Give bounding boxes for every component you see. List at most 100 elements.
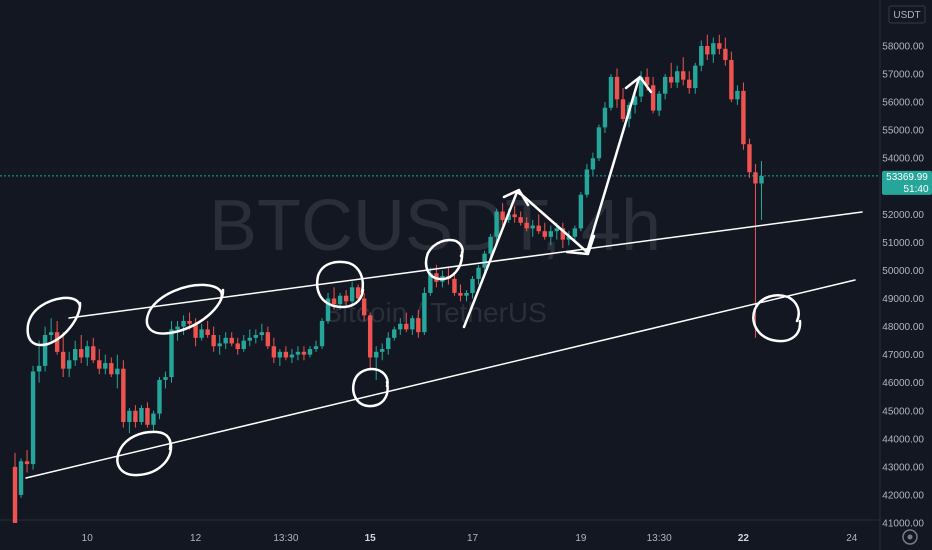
price-tick-label: 42000.00 [882,490,924,501]
candle-down [265,332,271,347]
circle-annotation [116,430,173,477]
candle-up [103,363,108,369]
candle-up [313,346,319,350]
candle-up [675,71,680,83]
candle-down [54,332,60,352]
candle-up [169,329,174,378]
candle-up [699,46,704,66]
price-tick-label: 56000.00 [882,98,924,109]
candle-down [404,323,409,330]
candle-up [241,340,246,350]
candle-down [367,315,373,358]
time-tick-label: 19 [575,533,587,544]
candle-down [560,228,566,240]
circle-annotation [26,296,82,347]
candle-up [530,225,535,229]
candle-up [163,377,168,380]
candle-down [717,43,722,49]
price-tick-label: 44000.00 [882,434,924,445]
candle-down [542,231,547,237]
candle-up [151,413,156,425]
lower-trendline [25,279,856,479]
circle-annotation [316,260,365,309]
gear-icon [902,529,918,545]
price-tick-label: 48000.00 [882,322,924,333]
candle-up [30,371,36,465]
candle-down [512,214,517,218]
candle-up [476,267,481,279]
upper-trendline [68,211,863,319]
candle-up [596,127,602,159]
candle-down [193,323,198,338]
time-tick-label: 13:30 [647,533,672,544]
candle-down [705,46,710,55]
candle-up [66,360,72,369]
candle-up [139,407,144,422]
candle-up [157,379,162,414]
time-tick-label: 17 [467,533,479,544]
price-axis-ticks: 58000.00 57000.00 56000.00 55000.00 54000.00… [882,42,924,530]
candle-up [584,169,590,195]
candle-up [735,90,740,100]
candle-down [723,48,728,61]
candles-group [12,34,764,523]
candle-up [428,273,433,293]
time-tick-label: 12 [190,533,202,544]
candle-down [109,363,114,375]
candle-down [91,346,96,361]
candle-up [386,337,391,350]
candle-down [681,71,686,80]
price-tick-label: 58000.00 [882,42,924,53]
time-tick-label: 15 [365,533,377,544]
price-tick-label: 55000.00 [882,126,924,137]
candle-up [398,323,403,330]
candle-up [217,343,222,347]
time-tick-label: 22 [738,533,750,544]
currency-badge[interactable]: USDT [888,5,926,24]
gear-icon-center [907,534,913,540]
candle-down [458,292,463,296]
candle-down [205,329,210,336]
candle-up [572,228,578,237]
candle-down [97,360,102,369]
candle-up [488,236,493,254]
settings-button[interactable] [902,529,918,545]
candle-up [554,228,559,232]
candle-down [416,318,421,333]
candle-down [79,349,84,358]
candle-up [319,320,325,347]
candle-down [145,407,150,425]
candle-down [271,346,277,358]
candle-up [482,253,487,268]
candle-down [361,298,367,316]
candle-down [500,211,505,220]
candle-down [235,343,240,350]
candle-up [259,332,265,336]
candle-up [349,287,355,302]
candle-down [452,278,457,293]
price-tick-label: 45000.00 [882,406,924,417]
candle-up [566,236,572,240]
candle-up [590,158,596,170]
price-tick-label: 41000.00 [882,519,924,530]
candle-up [548,231,553,237]
candle-down [650,85,656,111]
candle-down [133,410,138,422]
time-axis-ticks: 10 12 13:30 15 17 19 13:30 22 24 [82,533,858,544]
circle-annotation [752,294,802,343]
candle-up [662,76,668,94]
candle-up [410,318,415,330]
circle-annotation [424,238,464,281]
candle-up [325,298,331,321]
candle-down [729,60,734,100]
price-tag-background [882,170,932,195]
candle-up [42,335,48,366]
countdown-label: 51:40 [903,184,928,195]
candle-down [614,76,620,100]
candle-up [464,292,469,296]
time-tick-label: 10 [82,533,94,544]
circle-annotation [145,283,225,335]
candle-down [12,466,18,523]
price-tick-label: 57000.00 [882,70,924,81]
